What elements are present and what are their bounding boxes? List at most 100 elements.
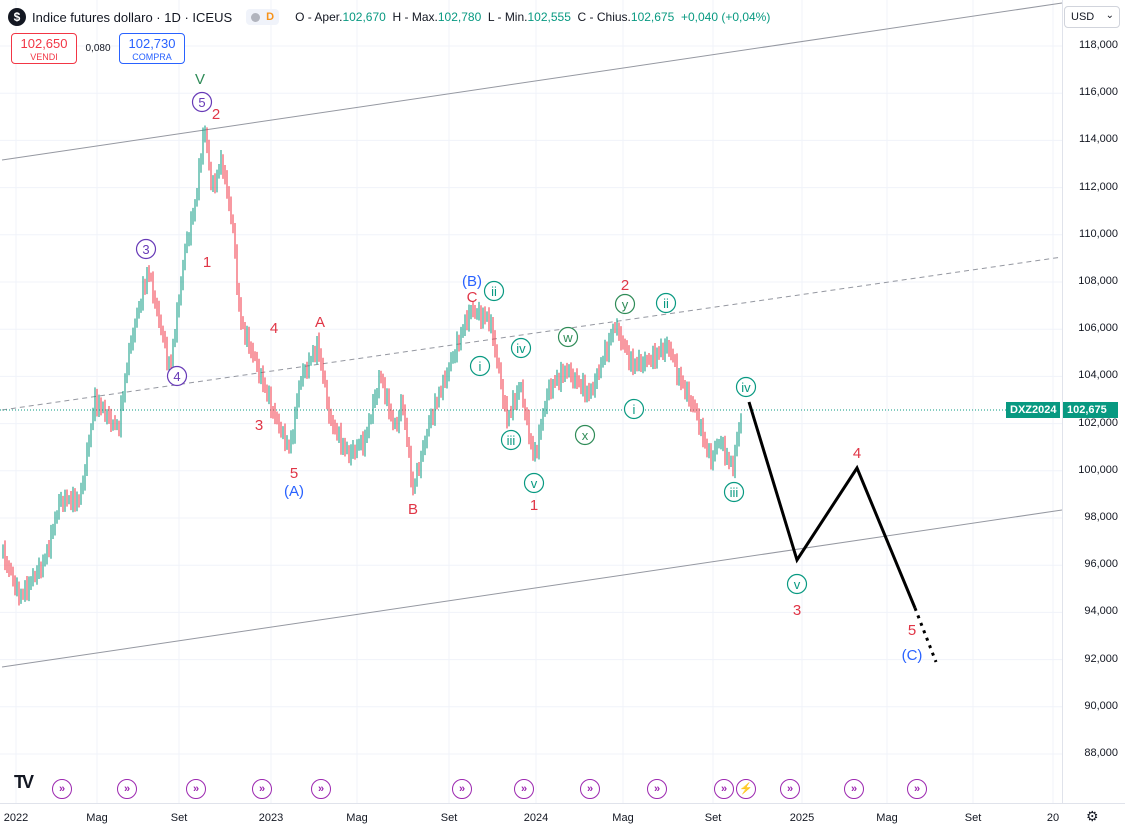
wave-label-circle [483, 280, 505, 302]
close-label: C - Chius. [577, 10, 631, 24]
channel-upper-line [1, 2, 1063, 161]
open-label: O - Aper. [295, 10, 343, 24]
price-tick-label: 94,000 [1084, 605, 1118, 618]
ohlc-readout: O - Aper.102,670 H - Max.102,780 L - Min… [295, 10, 770, 24]
calendar-event-icon[interactable]: » [844, 779, 864, 799]
high-label: H - Max. [392, 10, 438, 24]
projection-path [747, 401, 917, 609]
wave-label: 2 [212, 106, 220, 123]
last-price-tag: 102,675 [1063, 402, 1118, 418]
wave-label: 4 [853, 445, 861, 462]
price-tick-label: 96,000 [1084, 558, 1118, 571]
chart-title[interactable]: Indice futures dollaro · 1D · ICEUS [32, 9, 233, 25]
calendar-event-icon[interactable]: » [452, 779, 472, 799]
buy-button[interactable]: 102,730 COMPRA [119, 33, 185, 64]
calendar-event-icon[interactable]: » [714, 779, 734, 799]
price-tick-label: 108,000 [1078, 275, 1118, 287]
currency-value: USD [1071, 11, 1095, 23]
sell-price: 102,650 [20, 36, 68, 51]
sell-button[interactable]: 102,650 VENDI [11, 33, 77, 64]
wave-label: 1 [203, 254, 211, 271]
price-tick-label: 90,000 [1084, 699, 1118, 712]
price-tick-label: 102,000 [1078, 416, 1118, 429]
low-label: L - Min. [487, 10, 528, 24]
wave-label-circle [500, 429, 522, 451]
delay-badge: D [266, 11, 275, 23]
wave-label: 5 [290, 465, 298, 482]
wave-label-circle [523, 472, 545, 494]
channel-lower-line [1, 509, 1063, 668]
calendar-event-icon[interactable]: » [514, 779, 534, 799]
wave-label-circle [614, 293, 636, 315]
low-value: 102,555 [527, 10, 571, 24]
wave-label-circle [135, 238, 157, 260]
price-tick-label: 100,000 [1078, 463, 1118, 476]
wave-label-circle [655, 292, 677, 314]
time-axis[interactable]: 2022 Mag Set 2023 Mag Set 2024 Mag Set 2025 Mag Set… [0, 803, 1125, 834]
time-tick-label: 2023 [258, 812, 284, 824]
price-tick-label: 112,000 [1079, 180, 1118, 193]
time-tick-label: 2022 [3, 812, 29, 824]
chart-legend: $ Indice futures dollaro · 1D · ICEUS D … [8, 6, 770, 28]
wave-label: 3 [793, 602, 801, 619]
time-tick-label: Mag [346, 812, 368, 824]
calendar-event-icon[interactable]: » [252, 779, 272, 799]
wave-label: 4 [270, 320, 278, 337]
wave-label: (B) [462, 273, 482, 290]
wave-label-circle [623, 398, 645, 420]
wave-label: A [315, 314, 325, 331]
wave-label-circle [469, 355, 491, 377]
calendar-event-icon[interactable]: » [117, 779, 137, 799]
buy-label: COMPRA [132, 52, 172, 62]
lightning-icon[interactable]: ⚡ [736, 779, 756, 799]
wave-label: iii [730, 485, 739, 500]
settings-gear-icon[interactable]: ⚙ [1086, 808, 1099, 824]
currency-select[interactable]: USD ⌄ [1064, 6, 1120, 28]
wave-label: 3 [142, 242, 149, 257]
calendar-event-icon[interactable]: » [907, 779, 927, 799]
spread-value: 0,080 [85, 43, 111, 54]
tradingview-logo[interactable]: TV [14, 772, 34, 792]
price-tick-label: 106,000 [1078, 322, 1118, 335]
wave-label-circle [735, 376, 757, 398]
wave-label: i [479, 359, 482, 374]
dollar-symbol-icon: $ [8, 8, 26, 26]
time-tick-label: 2024 [523, 812, 549, 824]
wave-label-circle [574, 424, 596, 446]
symbol-tag: DXZ2024 [1006, 402, 1061, 418]
wave-label: C [467, 289, 478, 306]
wave-label: V [195, 71, 205, 88]
projection-dotted [913, 607, 938, 663]
time-tick-label: Mag [876, 812, 898, 824]
market-status-pill[interactable]: D [246, 9, 280, 25]
wave-label: y [622, 297, 629, 312]
wave-label: 4 [173, 369, 180, 384]
time-tick-label: 20 [1046, 812, 1060, 824]
wave-label: 1 [530, 497, 538, 514]
chevron-down-icon: ⌄ [1105, 10, 1114, 21]
wave-label: v [531, 476, 538, 491]
time-tick-label: Mag [86, 812, 108, 824]
time-tick-label: Set [704, 812, 722, 824]
wave-label: iii [507, 433, 516, 448]
calendar-event-icon[interactable]: » [780, 779, 800, 799]
wave-label: x [582, 428, 589, 443]
calendar-event-icon[interactable]: » [647, 779, 667, 799]
wave-label: 5 [908, 622, 916, 639]
calendar-event-icon[interactable]: » [52, 779, 72, 799]
price-axis[interactable]: 118,000 116,000 114,000 112,000 110,000 108,0… [1062, 0, 1125, 803]
calendar-event-icon[interactable]: » [311, 779, 331, 799]
wave-label-circle [510, 337, 532, 359]
calendar-event-icon[interactable]: » [186, 779, 206, 799]
time-tick-label: Set [964, 812, 982, 824]
wave-label-circle [723, 481, 745, 503]
wave-label: 3 [255, 417, 263, 434]
wave-label: v [794, 577, 801, 592]
time-tick-label: Set [170, 812, 188, 824]
calendar-event-icon[interactable]: » [580, 779, 600, 799]
price-tick-label: 116,000 [1079, 86, 1118, 99]
price-tick-label: 118,000 [1079, 39, 1118, 51]
wave-label-circle [786, 573, 808, 595]
